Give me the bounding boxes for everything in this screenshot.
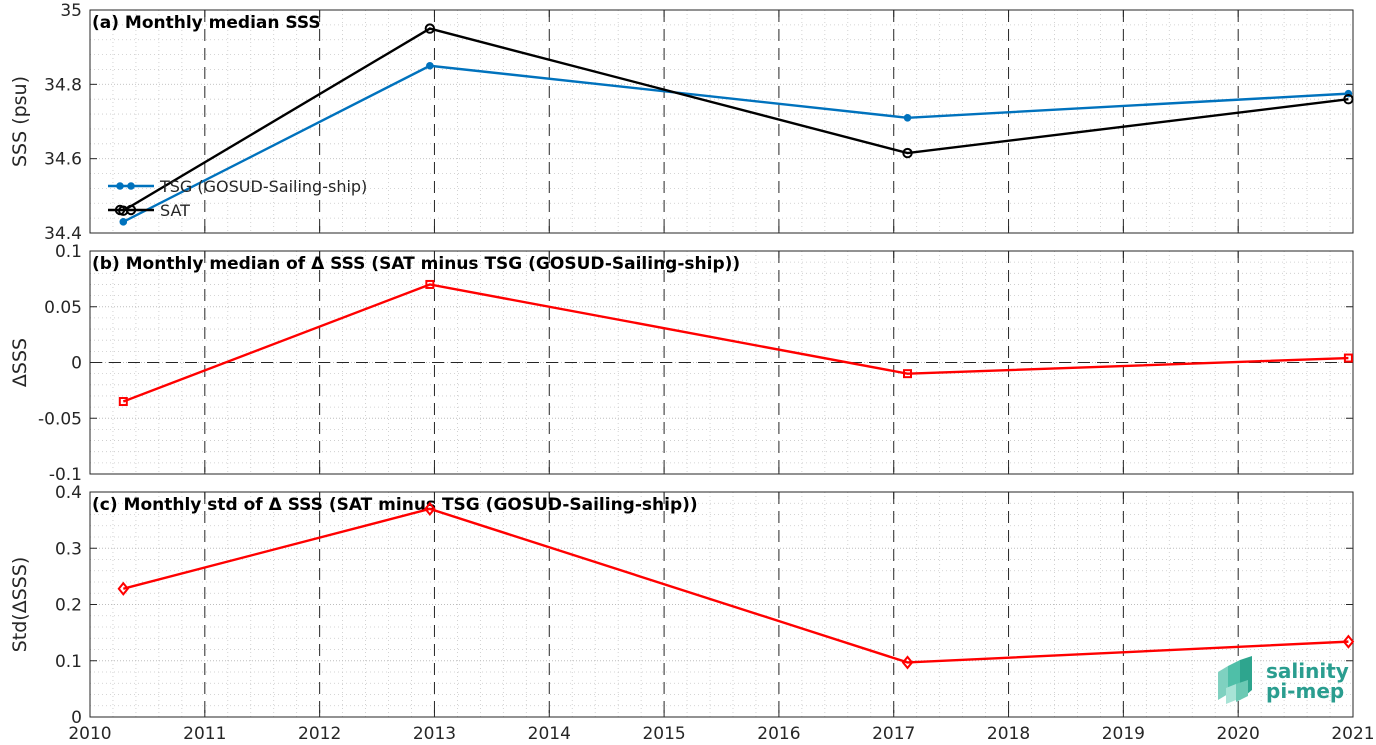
- marker-circle: [424, 23, 436, 34]
- axes-box: [89, 9, 1354, 234]
- logo-icon: [1218, 656, 1252, 704]
- marker-diamond: [117, 581, 130, 596]
- marker-square: [1343, 353, 1353, 363]
- series-delta: [118, 279, 1353, 407]
- marker-dot: [426, 61, 434, 70]
- marker-square: [425, 279, 435, 289]
- x-tick-label: 2018: [987, 724, 1030, 744]
- x-tick-label: 2014: [528, 724, 571, 744]
- y-tick-label: 34.8: [44, 75, 82, 95]
- x-tick-label: 2011: [183, 724, 226, 744]
- legend: TSG (GOSUD-Sailing-ship) SAT: [108, 177, 367, 220]
- y-tick-label: -0.05: [38, 409, 82, 429]
- marker-circle: [1343, 94, 1354, 105]
- panel-title: (b) Monthly median of Δ SSS (SAT minus T…: [92, 254, 740, 274]
- major-grid: [90, 492, 1353, 717]
- logo-text-pi-mep: pi-mep: [1266, 679, 1344, 703]
- marker-dot: [127, 182, 135, 190]
- x-tick-label: 2013: [413, 724, 456, 744]
- panel-b: -0.1 -0.05 0 0.05 0.1 ΔSSS (b) Monthly median …: [9, 242, 1354, 485]
- series-line: [122, 283, 1349, 403]
- marker-square: [118, 397, 128, 407]
- minor-grid: [90, 492, 1353, 717]
- panel-a: 34.4 34.6 34.8 35 SSS (psu) (a) Monthly media…: [9, 1, 1354, 244]
- y-tick-label: 0.1: [55, 652, 82, 672]
- x-tick-label: 2017: [872, 724, 915, 744]
- legend-label: TSG (GOSUD-Sailing-ship): [159, 177, 367, 196]
- legend-label: SAT: [160, 201, 190, 220]
- series-delta: [117, 501, 1355, 670]
- y-tick-label: 0.1: [55, 242, 82, 262]
- y-tick-label: 34.4: [44, 224, 82, 244]
- panel-title: (a) Monthly median SSS: [92, 13, 321, 33]
- x-tick-label: 2016: [757, 724, 800, 744]
- panel-title: (c) Monthly std of Δ SSS (SAT minus TSG …: [92, 495, 698, 515]
- y-tick-label: 0.3: [55, 539, 82, 559]
- series-line: [122, 507, 1349, 664]
- marker-diamond: [1342, 634, 1355, 649]
- marker-diamond: [901, 655, 914, 670]
- marker-dot: [903, 113, 912, 122]
- marker-dot: [119, 218, 128, 226]
- marker-circle: [114, 204, 126, 216]
- y-axis-label: Std(ΔSSS): [9, 557, 31, 653]
- plot-area: [90, 10, 1353, 233]
- marker-square: [903, 369, 913, 379]
- x-tick-label: 2021: [1331, 724, 1374, 744]
- panel-c: 0 0.1 0.2 0.3 0.4 2010 2011 2012 2013 2014 2015 201…: [9, 483, 1375, 744]
- x-tick-label: 2010: [68, 724, 111, 744]
- marker-dot: [116, 182, 124, 190]
- x-tick-label: 2020: [1217, 724, 1260, 744]
- marker-circle: [902, 147, 913, 159]
- logo-text-salinity: salinity: [1266, 659, 1349, 683]
- marker-diamond: [424, 501, 436, 516]
- y-tick-label: 0.2: [55, 596, 82, 616]
- y-tick-label: 34.6: [44, 150, 82, 170]
- marker-circle: [125, 204, 137, 216]
- y-tick-label: 35: [60, 1, 82, 21]
- y-tick-label: 0: [71, 354, 82, 374]
- x-tick-label: 2019: [1102, 724, 1145, 744]
- minor-grid: [90, 10, 1353, 233]
- salinity-pi-mep-logo: salinity pi-mep: [1218, 656, 1349, 704]
- minor-grid: [90, 251, 1353, 474]
- y-axis-label: SSS (psu): [9, 76, 31, 167]
- y-tick-label: -0.1: [49, 465, 82, 485]
- y-tick-label: 0.05: [44, 298, 82, 318]
- y-tick-label: 0: [71, 708, 82, 728]
- x-tick-label: 2012: [298, 724, 341, 744]
- series-line: [122, 27, 1349, 212]
- major-grid: [90, 10, 1353, 233]
- y-tick-label: 0.4: [55, 483, 82, 503]
- x-tick-label: 2015: [642, 724, 685, 744]
- y-axis-label: ΔSSS: [9, 338, 31, 387]
